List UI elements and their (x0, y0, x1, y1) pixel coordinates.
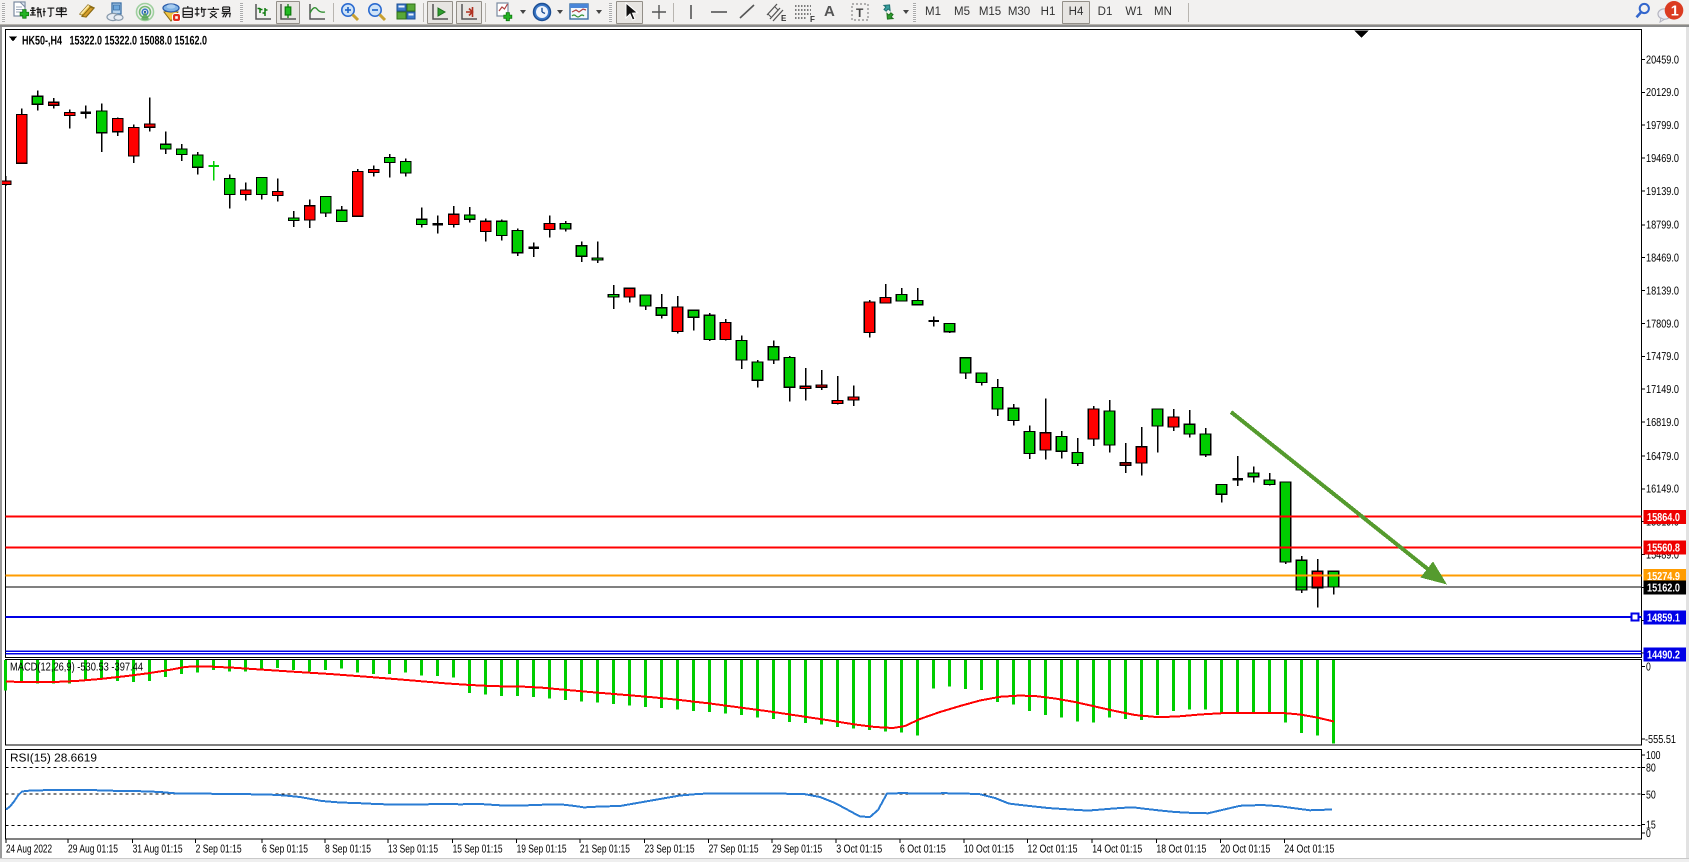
svg-text:16479.0: 16479.0 (1646, 451, 1679, 463)
svg-text:15864.0: 15864.0 (1647, 512, 1680, 524)
svg-text:17149.0: 17149.0 (1646, 384, 1679, 396)
svg-text:15 Sep 01:15: 15 Sep 01:15 (453, 844, 503, 856)
svg-text:F: F (810, 15, 815, 23)
svg-text:HK50-,H4 15322.0 15322.0 150: HK50-,H4 15322.0 15322.0 15088.0 15162.0 (22, 34, 207, 48)
svg-text:19469.0: 19469.0 (1646, 153, 1679, 165)
svg-text:18139.0: 18139.0 (1646, 285, 1679, 297)
svg-text:T: T (856, 6, 864, 20)
svg-text:6 Sep 01:15: 6 Sep 01:15 (262, 844, 308, 856)
svg-text:14490.2: 14490.2 (1647, 649, 1680, 661)
svg-text:80: 80 (1646, 763, 1656, 775)
svg-text:16819.0: 16819.0 (1646, 417, 1679, 429)
svg-text:29 Sep 01:15: 29 Sep 01:15 (772, 844, 822, 856)
svg-text:19 Sep 01:15: 19 Sep 01:15 (517, 844, 567, 856)
svg-text:29 Aug 01:15: 29 Aug 01:15 (68, 844, 118, 856)
svg-text:27 Sep 01:15: 27 Sep 01:15 (709, 844, 759, 856)
svg-text:10 Oct 01:15: 10 Oct 01:15 (964, 844, 1014, 856)
svg-text:-555.51: -555.51 (1645, 734, 1676, 746)
svg-text:MACD(12,26,9) -530.53 -397.44: MACD(12,26,9) -530.53 -397.44 (10, 662, 143, 674)
svg-text:16149.0: 16149.0 (1646, 484, 1679, 496)
svg-text:15560.8: 15560.8 (1647, 542, 1680, 554)
svg-text:19139.0: 19139.0 (1646, 186, 1679, 198)
svg-text:0: 0 (1646, 828, 1651, 840)
svg-text:24 Aug 2022: 24 Aug 2022 (6, 844, 52, 856)
svg-text:50: 50 (1646, 790, 1656, 802)
svg-text:31 Aug 01:15: 31 Aug 01:15 (133, 844, 183, 856)
svg-text:14859.1: 14859.1 (1647, 612, 1680, 624)
svg-text:20 Oct 01:15: 20 Oct 01:15 (1220, 844, 1270, 856)
svg-text:18 Oct 01:15: 18 Oct 01:15 (1156, 844, 1206, 856)
svg-text:13 Sep 01:15: 13 Sep 01:15 (388, 844, 438, 856)
svg-text:17809.0: 17809.0 (1646, 318, 1679, 330)
svg-text:18799.0: 18799.0 (1646, 220, 1679, 232)
svg-text:24 Oct 01:15: 24 Oct 01:15 (1284, 844, 1334, 856)
svg-text:20459.0: 20459.0 (1646, 54, 1679, 66)
svg-text:1: 1 (1671, 3, 1679, 19)
svg-text:14 Oct 01:15: 14 Oct 01:15 (1092, 844, 1142, 856)
svg-text:0: 0 (1646, 662, 1651, 674)
svg-text:12 Oct 01:15: 12 Oct 01:15 (1028, 844, 1078, 856)
svg-text:17479.0: 17479.0 (1646, 351, 1679, 363)
svg-text:E: E (781, 14, 787, 23)
svg-text:RSI(15) 28.6619: RSI(15) 28.6619 (10, 753, 97, 765)
svg-text:18469.0: 18469.0 (1646, 253, 1679, 265)
svg-text:100: 100 (1646, 750, 1661, 762)
svg-text:15274.9: 15274.9 (1647, 571, 1680, 583)
svg-text:6 Oct 01:15: 6 Oct 01:15 (900, 844, 946, 856)
svg-text:19799.0: 19799.0 (1646, 120, 1679, 132)
svg-text:8 Sep 01:15: 8 Sep 01:15 (325, 844, 371, 856)
svg-text:20129.0: 20129.0 (1646, 87, 1679, 99)
svg-text:23 Sep 01:15: 23 Sep 01:15 (645, 844, 695, 856)
svg-text:15: 15 (1646, 820, 1656, 832)
svg-text:15162.0: 15162.0 (1647, 583, 1680, 595)
svg-text:2 Sep 01:15: 2 Sep 01:15 (196, 844, 242, 856)
svg-text:21 Sep 01:15: 21 Sep 01:15 (580, 844, 630, 856)
svg-text:3 Oct 01:15: 3 Oct 01:15 (836, 844, 882, 856)
